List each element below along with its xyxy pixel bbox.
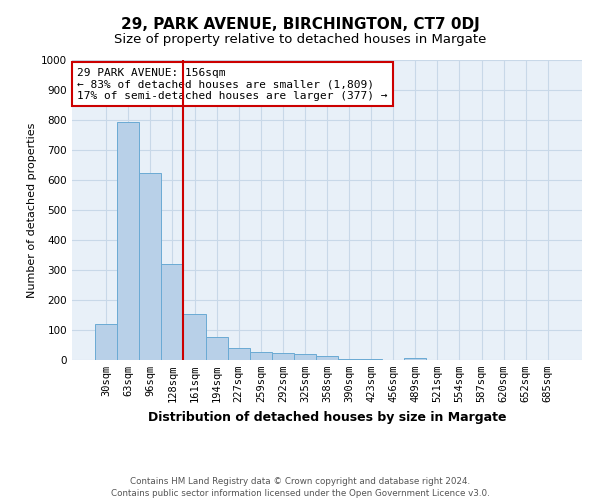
Bar: [338, 358, 360, 360]
Bar: [161, 264, 184, 360]
Bar: [272, 354, 294, 360]
Text: 29 PARK AVENUE: 156sqm
← 83% of detached houses are smaller (1,809)
17% of semi-: 29 PARK AVENUE: 156sqm ← 83% of detached…: [77, 68, 388, 100]
Y-axis label: Number of detached properties: Number of detached properties: [27, 122, 37, 298]
Text: Contains public sector information licensed under the Open Government Licence v3: Contains public sector information licen…: [110, 489, 490, 498]
Text: Size of property relative to detached houses in Margate: Size of property relative to detached ho…: [114, 32, 486, 46]
Bar: [184, 314, 206, 360]
Bar: [360, 358, 382, 360]
X-axis label: Distribution of detached houses by size in Margate: Distribution of detached houses by size …: [148, 410, 506, 424]
Bar: [95, 324, 117, 360]
Bar: [206, 336, 227, 360]
Bar: [227, 348, 250, 360]
Bar: [404, 358, 427, 360]
Text: 29, PARK AVENUE, BIRCHINGTON, CT7 0DJ: 29, PARK AVENUE, BIRCHINGTON, CT7 0DJ: [121, 18, 479, 32]
Bar: [117, 122, 139, 360]
Bar: [139, 172, 161, 360]
Bar: [294, 354, 316, 360]
Text: Contains HM Land Registry data © Crown copyright and database right 2024.: Contains HM Land Registry data © Crown c…: [130, 478, 470, 486]
Bar: [250, 352, 272, 360]
Bar: [316, 356, 338, 360]
